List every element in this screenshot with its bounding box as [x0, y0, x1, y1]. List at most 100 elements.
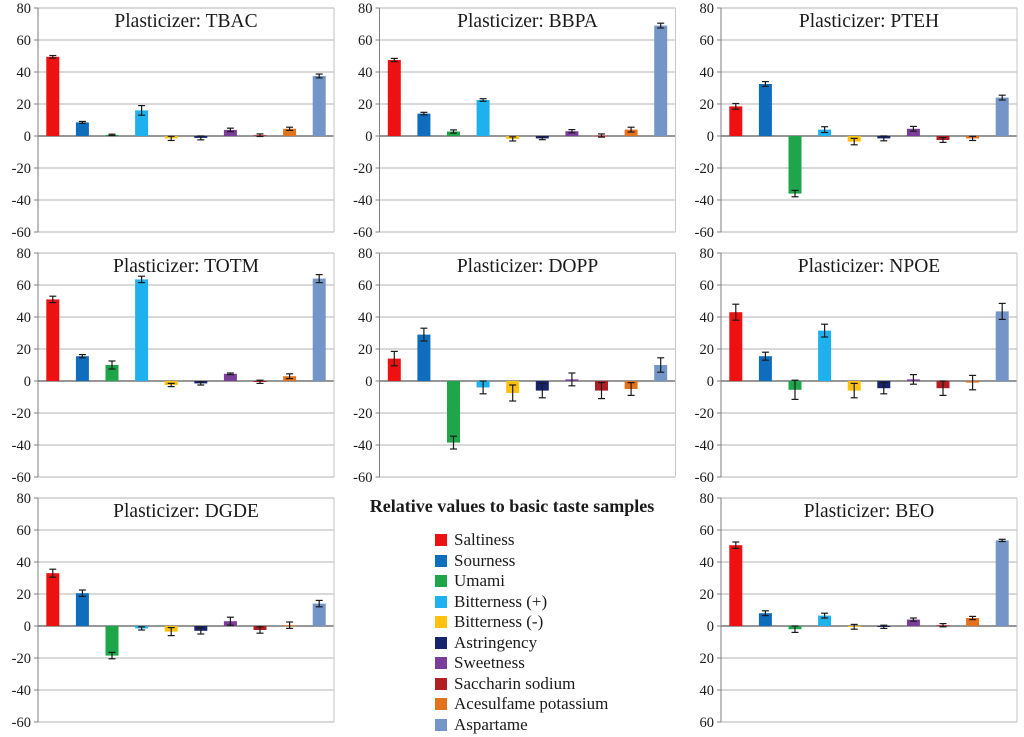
legend-swatch-icon	[435, 575, 447, 587]
y-tick-label: -40	[695, 438, 714, 454]
chart-plasticizer-pteh: 80 60 40 20 0 -20 -40 -60 Plasticizer: PTEH	[683, 0, 1024, 245]
y-tick-label: -60	[12, 470, 31, 486]
y-tick-label: 60	[700, 278, 715, 294]
legend-items: Saltiness Sourness Umami Bitterness (+) Bitt…	[435, 530, 683, 735]
bar-aspartame	[654, 365, 668, 381]
legend-item: Umami	[435, 571, 683, 592]
bar-sweetness	[565, 131, 579, 136]
bar-umami	[788, 136, 802, 194]
chart-plasticizer-totm-canvas: 80 60 40 20 0 -20 -40 -60 Plasticizer: TOTM	[12, 246, 335, 486]
y-tick-label: 20	[700, 342, 715, 358]
legend: Relative values to basic taste samples S…	[341, 490, 683, 737]
legend-item-label: Sweetness	[454, 653, 525, 672]
bar-saltiness	[387, 358, 401, 381]
bar-sourness	[758, 84, 772, 136]
bar-sweetness	[223, 129, 237, 136]
y-tick-label: 60	[17, 523, 32, 539]
chart-title: Plasticizer: DOPP	[457, 256, 599, 277]
legend-item: Saltiness	[435, 530, 683, 551]
bar-saltiness	[46, 299, 60, 381]
bar-sweetness	[906, 128, 920, 136]
legend-swatch-icon	[435, 698, 447, 710]
chart-title: Plasticizer: BEO	[804, 501, 935, 522]
bar-bitterness-+-	[818, 615, 832, 626]
bar-aspartame	[312, 603, 326, 626]
y-tick-label: 20	[358, 342, 373, 358]
bar-sourness	[75, 593, 89, 626]
bar-bitterness-+-	[476, 100, 490, 136]
chart-title: Plasticizer: BBPA	[457, 11, 598, 32]
y-tick-label: 60	[700, 33, 715, 49]
y-tick-label: -40	[353, 438, 372, 454]
bar-sourness	[75, 122, 89, 136]
y-tick-label: 40	[700, 683, 715, 699]
legend-item: Sweetness	[435, 653, 683, 674]
chart-title: Plasticizer: NPOE	[798, 256, 940, 277]
chart-plasticizer-bbpa-canvas: 80 60 40 20 0 -20 -40 -60 Plasticizer: BBPA	[353, 1, 676, 241]
y-tick-label: 40	[17, 310, 32, 326]
chart-plasticizer-npoe-canvas: 80 60 40 20 0 -20 -40 -60 Plasticizer: NPOE	[695, 246, 1018, 486]
bar-saltiness	[729, 106, 743, 136]
legend-swatch-icon	[435, 657, 447, 669]
chart-plasticizer-tbac-canvas: 80 60 40 20 0 -20 -40 -60 Plasticizer: TBAC	[12, 1, 335, 241]
y-tick-label: -20	[12, 406, 31, 422]
chart-plasticizer-beo-canvas: 80 60 40 20 0 20 40 60 Plasticizer: BEO	[700, 491, 1018, 731]
bar-acesulfame-potassium	[966, 618, 980, 626]
chart-plasticizer-dopp-canvas: 80 60 40 20 0 -20 -40 -60 Plasticizer: DOPP	[353, 246, 676, 486]
legend-item: Acesulfame potassium	[435, 694, 683, 715]
bar-bitterness-+-	[135, 279, 149, 381]
y-tick-label: -20	[695, 161, 714, 177]
y-tick-label: 40	[17, 65, 32, 81]
legend-item-label: Aspartame	[454, 714, 528, 734]
legend-item: Sourness	[435, 551, 683, 572]
y-tick-label: 40	[358, 65, 373, 81]
legend-swatch-icon	[435, 595, 447, 608]
bar-umami	[447, 131, 460, 136]
chart-plasticizer-pteh-canvas: 80 60 40 20 0 -20 -40 -60 Plasticizer: PTEH	[695, 1, 1018, 241]
y-tick-label: 80	[17, 246, 32, 262]
y-tick-label: 80	[700, 491, 715, 507]
y-tick-label: 0	[365, 374, 372, 390]
chart-plasticizer-beo: 80 60 40 20 0 20 40 60 Plasticizer: BEO	[683, 490, 1024, 737]
y-tick-label: 60	[358, 33, 373, 49]
y-tick-label: 40	[358, 310, 373, 326]
y-tick-label: -60	[695, 225, 714, 241]
y-tick-label: 20	[700, 587, 715, 603]
y-tick-label: 80	[17, 491, 32, 507]
chart-plasticizer-dgde-canvas: 80 60 40 20 0 -20 -40 -60 Plasticizer: DGDE	[12, 491, 335, 731]
legend-title: Relative values to basic taste samples	[369, 496, 655, 516]
y-tick-label: 80	[17, 1, 32, 17]
bar-aspartame	[995, 311, 1009, 381]
y-tick-label: -60	[12, 225, 31, 241]
bar-aspartame	[654, 25, 668, 137]
legend-item: Bitterness (-)	[435, 612, 683, 633]
legend-swatch-icon	[435, 534, 447, 546]
y-tick-label: 80	[358, 246, 373, 262]
y-tick-label: 20	[17, 587, 32, 603]
legend-item-label: Bitterness (+)	[454, 591, 548, 611]
legend-swatch-icon	[435, 718, 447, 731]
y-tick-label: 80	[700, 1, 715, 17]
y-tick-label: 60	[700, 715, 715, 731]
y-tick-label: 40	[17, 555, 32, 571]
chart-title: Plasticizer: PTEH	[799, 11, 939, 32]
y-tick-label: 60	[17, 278, 32, 294]
bar-sourness	[417, 113, 431, 136]
chart-title: Plasticizer: DGDE	[113, 501, 259, 522]
chart-plasticizer-tbac: 80 60 40 20 0 -20 -40 -60 Plasticizer: TBAC	[0, 0, 341, 245]
legend-item-label: Astringency	[454, 632, 538, 652]
y-tick-label: 20	[358, 97, 373, 113]
y-tick-label: -20	[12, 161, 31, 177]
bar-bitterness-+-	[818, 330, 832, 381]
legend-swatch-icon	[435, 636, 447, 649]
bar-sourness	[758, 613, 772, 626]
bar-bitterness-+-	[135, 110, 149, 136]
bar-saltiness	[729, 545, 743, 626]
y-tick-label: 0	[24, 374, 31, 390]
y-tick-label: 40	[700, 65, 715, 81]
chart-plasticizer-npoe: 80 60 40 20 0 -20 -40 -60 Plasticizer: NPOE	[683, 245, 1024, 490]
y-tick-label: -40	[695, 193, 714, 209]
y-tick-label: -60	[695, 470, 714, 486]
y-tick-label: 60	[700, 523, 715, 539]
